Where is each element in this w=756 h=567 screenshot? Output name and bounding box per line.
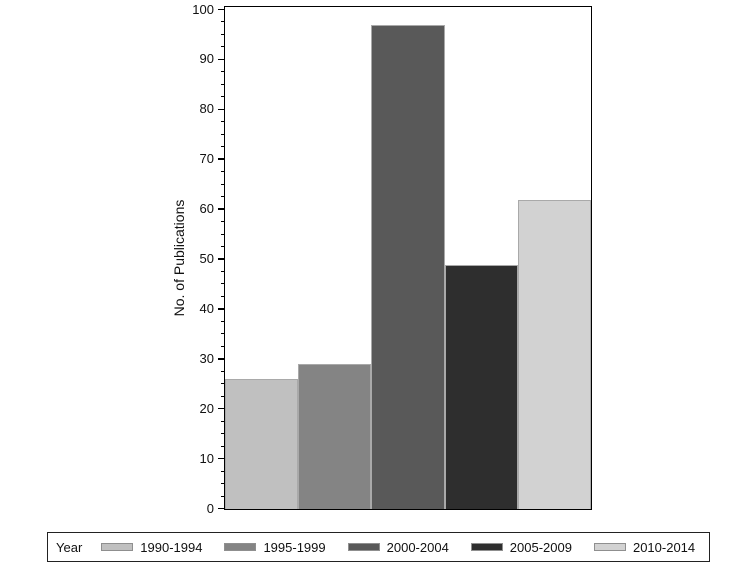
legend-item-2000-2004: 2000-2004 <box>347 539 449 555</box>
y-minor-tick-5 <box>221 483 224 485</box>
legend: Year 1990-1994 1995-1999 2000-2004 2005-200… <box>47 532 710 562</box>
y-minor-tick-95 <box>221 33 224 35</box>
legend-swatch-2010-2014 <box>593 543 626 551</box>
y-tick-label-10: 10 <box>199 450 214 466</box>
y-minor-tick-87.5 <box>221 71 224 73</box>
y-major-tick-30 <box>218 358 224 360</box>
y-minor-tick-17.5 <box>221 420 224 422</box>
legend-swatch-1990-1994 <box>101 543 134 551</box>
y-minor-tick-62.5 <box>221 196 224 198</box>
y-tick-label-50: 50 <box>199 251 214 266</box>
legend-label-2000-2004: 2000-2004 <box>386 539 449 555</box>
y-minor-tick-22.5 <box>221 395 224 397</box>
y-minor-tick-57.5 <box>221 221 224 223</box>
legend-swatch-2005-2009 <box>470 543 503 551</box>
y-axis: 0 10 20 30 40 50 60 70 80 90 100 <box>0 2 224 516</box>
y-minor-tick-65 <box>221 183 224 185</box>
y-minor-tick-97.5 <box>221 21 224 23</box>
legend-item-1995-1999: 1995-1999 <box>224 539 326 555</box>
y-major-tick-80 <box>218 108 224 111</box>
legend-item-1990-1994: 1990-1994 <box>101 540 202 555</box>
legend-label-1990-1994: 1990-1994 <box>140 539 203 555</box>
bar-1995-1999 <box>298 364 372 509</box>
y-minor-tick-37.5 <box>221 320 224 322</box>
y-minor-tick-77.5 <box>221 121 224 123</box>
legend-item-2010-2014: 2010-2014 <box>593 539 696 555</box>
y-minor-tick-82.5 <box>221 96 224 98</box>
y-minor-tick-47.5 <box>221 270 224 272</box>
legend-swatch-2000-2004 <box>347 543 380 551</box>
legend-label-2010-2014: 2010-2014 <box>632 539 696 555</box>
bar-2005-2009 <box>444 264 518 509</box>
y-minor-tick-52.5 <box>221 246 224 248</box>
y-minor-tick-92.5 <box>221 46 224 48</box>
bar-2010-2014 <box>517 199 591 509</box>
y-tick-label-70: 70 <box>199 151 214 167</box>
y-minor-tick-2.5 <box>221 495 224 497</box>
y-minor-tick-42.5 <box>221 295 224 297</box>
y-minor-tick-32.5 <box>221 345 224 347</box>
y-major-tick-70 <box>218 158 224 160</box>
legend-label-2005-2009: 2005-2009 <box>509 539 572 555</box>
y-minor-tick-12.5 <box>221 445 224 447</box>
y-tick-label-40: 40 <box>199 300 214 316</box>
y-major-tick-50 <box>218 258 224 260</box>
y-tick-label-20: 20 <box>199 400 214 416</box>
y-tick-label-60: 60 <box>199 201 214 217</box>
y-tick-label-100: 100 <box>192 1 214 17</box>
y-minor-tick-35 <box>221 333 224 335</box>
y-major-tick-90 <box>218 58 224 61</box>
y-major-tick-20 <box>218 407 224 410</box>
y-major-tick-60 <box>218 208 224 210</box>
y-minor-tick-25 <box>221 383 224 385</box>
y-minor-tick-55 <box>221 233 224 235</box>
y-minor-tick-45 <box>221 283 224 285</box>
y-tick-label-0: 0 <box>206 500 214 516</box>
y-minor-tick-7.5 <box>221 470 224 472</box>
y-major-tick-0 <box>218 507 224 510</box>
y-tick-label-90: 90 <box>199 51 214 67</box>
legend-title: Year <box>56 539 83 555</box>
legend-swatch-1995-1999 <box>224 543 257 551</box>
y-minor-tick-85 <box>221 83 224 85</box>
bar-1990-1994 <box>225 379 299 509</box>
legend-label-1995-1999: 1995-1999 <box>263 539 326 555</box>
y-minor-tick-75 <box>221 133 224 135</box>
y-minor-tick-27.5 <box>221 370 224 372</box>
legend-item-2005-2009: 2005-2009 <box>470 539 572 555</box>
y-major-tick-10 <box>218 457 224 460</box>
bar-2000-2004 <box>371 24 445 509</box>
y-minor-tick-15 <box>221 433 224 435</box>
y-major-tick-40 <box>218 308 224 310</box>
y-minor-tick-67.5 <box>221 171 224 173</box>
y-tick-label-80: 80 <box>199 101 214 117</box>
y-minor-tick-72.5 <box>221 146 224 148</box>
y-major-tick-100 <box>218 8 224 11</box>
plot-area <box>224 6 592 510</box>
y-tick-label-30: 30 <box>199 350 214 366</box>
legend-items: 1990-1994 1995-1999 2000-2004 2005-2009 2010… <box>101 540 717 555</box>
